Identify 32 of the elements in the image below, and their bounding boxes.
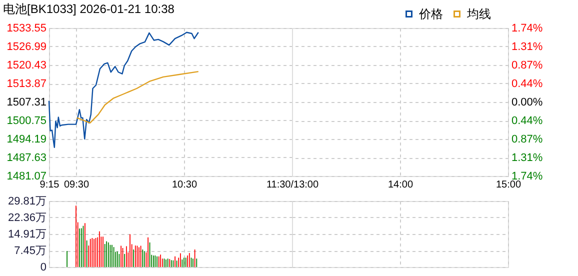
y-tick-label: 1507.31	[6, 96, 46, 108]
y2-tick-label: 0.44%	[512, 115, 543, 128]
y-tick-label: 1500.75	[6, 115, 46, 127]
x-tick-label: 09:30	[64, 180, 90, 190]
y2-tick-label: 0.00%	[512, 96, 543, 108]
y-tick-label: 7.45万	[14, 245, 46, 258]
legend-label: 均线	[466, 7, 491, 21]
y-tick-label: 1487.63	[6, 152, 46, 164]
legend-label: 价格	[418, 7, 443, 21]
y-tick-label: 22.36万	[8, 212, 46, 224]
y-tick-label: 1526.99	[6, 41, 46, 53]
y2-tick-label: 0.87%	[512, 134, 543, 146]
line-series	[76, 70, 199, 124]
x-tick-label: 9:15	[40, 180, 60, 190]
y2-tick-label: 0.87%	[512, 60, 543, 72]
chart-title: 电池[BK1033] 2026-01-21 10:38	[3, 2, 175, 16]
x-tick-label: 10:30	[172, 180, 198, 190]
y2-tick-label: 1.74%	[512, 22, 543, 34]
y-tick-label: 1520.43	[6, 60, 46, 72]
y-tick-label: 0	[40, 262, 46, 274]
line-series	[48, 32, 199, 148]
y-tick-label: 1533.55	[6, 22, 46, 34]
y2-tick-label: 0.44%	[512, 78, 543, 90]
x-tick-label: 14:00	[388, 180, 414, 190]
x-tick-label: 11:30/13:00	[266, 180, 319, 190]
y2-tick-label: 1.31%	[512, 40, 543, 53]
y-tick-label: 29.81万	[8, 196, 46, 208]
x-tick-label: 15:00	[496, 180, 522, 190]
y-tick-label: 14.91万	[8, 228, 46, 240]
y2-tick-label: 1.31%	[512, 152, 543, 164]
y-tick-label: 1494.19	[6, 134, 46, 146]
y-tick-label: 1513.87	[6, 78, 46, 90]
